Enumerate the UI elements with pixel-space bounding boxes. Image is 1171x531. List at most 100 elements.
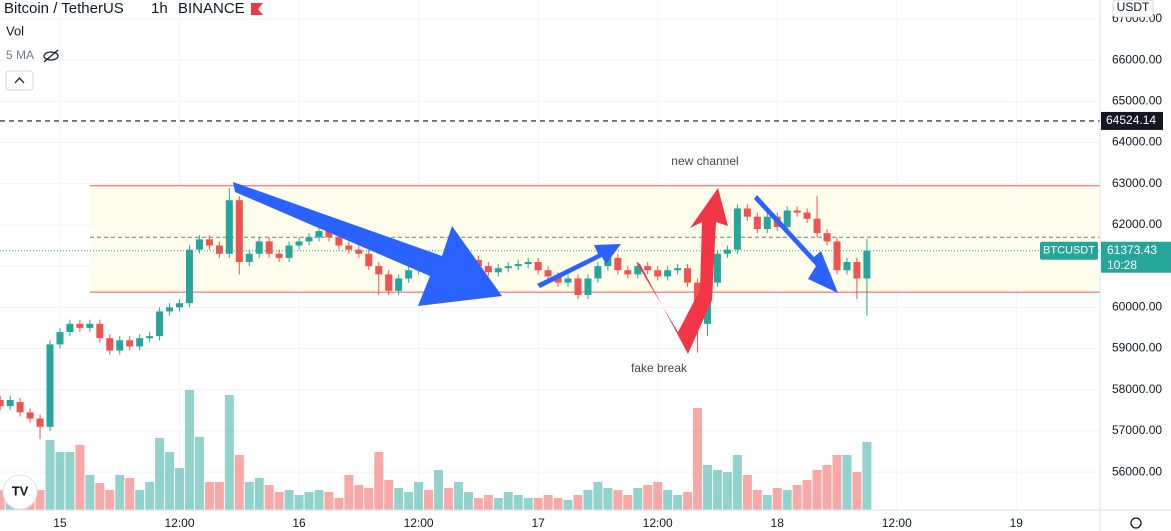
candle-body [763,216,771,230]
candle-body [843,262,851,271]
volume-bar [732,455,742,510]
line-layer: new channel fake break [0,120,1100,375]
x-tick-label: 12:00 [882,516,912,530]
candle-body [156,311,164,337]
volume-bar [643,485,653,510]
candle-body [733,208,741,250]
candle-body [66,323,74,333]
volume-bar [184,390,194,510]
x-tick-label: 16 [292,516,306,530]
volume-bar [214,482,224,510]
candle-body [315,231,323,238]
volume-bar [0,490,5,510]
volume-bar [145,482,155,510]
candle-body [574,278,582,295]
volume-bar [314,490,324,510]
volume-bar [165,452,175,510]
candle-body [504,266,512,269]
volume-bar [683,492,693,510]
candle-body [644,266,652,271]
volume-bar [653,482,663,510]
y-tick-label: 63000.00 [1112,176,1162,190]
candle-body [6,400,14,407]
volume-bar [533,498,543,510]
volume-bar [374,452,384,510]
volume-bar [264,485,274,510]
collapse-button[interactable] [5,70,34,91]
candle-body [56,332,64,345]
volume-bar [394,488,404,510]
candle-body [295,241,303,246]
candle-body [195,239,203,250]
candle-body [624,270,632,275]
x-tick-label: 15 [53,516,67,530]
annotation: fake break [631,361,688,375]
candle-body [86,323,94,328]
hide-icon[interactable] [43,49,59,63]
candle-body [554,276,562,283]
candle-body [255,241,263,254]
x-tick-label: 17 [531,516,545,530]
candle-body [405,270,413,279]
volume-bar [673,495,683,510]
volume-bar [742,475,752,510]
candle-body [524,262,532,265]
y-tick-label: 65000.00 [1112,94,1162,108]
y-tick-label: 56000.00 [1112,464,1162,478]
volume-bar [603,488,613,510]
candle-body [823,233,831,242]
volume-bar [35,490,45,510]
volume-bar [772,488,782,510]
volume-bar [663,490,673,510]
candle-body [753,216,761,230]
candle-body [723,249,731,254]
candle-body [335,237,343,246]
candle-body [76,323,84,328]
volume-bar [543,495,553,510]
volume-bar [95,483,105,510]
volume-bar [45,440,55,510]
candle-body [634,266,642,275]
countdown-label: 10:28 [1107,258,1137,272]
volume-bar [513,495,523,510]
candle-body [783,210,791,227]
volume-bar [105,490,115,510]
volume-title: Vol [6,23,24,38]
volume-bar [354,485,364,510]
volume-bar [125,478,135,510]
candle-body [325,231,333,238]
volume-bar [194,437,204,510]
volume-bar [414,482,424,510]
y-tick-label: 59000.00 [1112,341,1162,355]
exchange: BINANCE [178,0,245,17]
volume-bar [254,478,264,510]
candle-body [26,412,34,419]
volume-bar [752,490,762,510]
candle-body [36,418,44,427]
candle-body [225,200,233,254]
volume-bar [115,475,125,510]
candle-body [205,239,213,246]
volume-bar [75,445,85,510]
x-tick-label: 12:00 [643,516,673,530]
flag-icon[interactable] [251,3,263,15]
candle-body [853,262,861,279]
candle-body [185,249,193,304]
currency-box[interactable] [1112,0,1154,18]
settings-icon[interactable] [1130,517,1142,529]
volume-bar [324,492,334,510]
alert-label: 64524.14 [1106,113,1156,127]
blue-arrow [754,195,838,293]
candle-body [803,212,811,219]
candle-body [544,270,552,277]
volume-bar [404,492,414,510]
candle-body [395,278,403,291]
candle-body [743,208,751,217]
candle-body [863,250,871,279]
candle-body [96,323,104,339]
candle-body [674,268,682,271]
volume-bar [802,480,812,510]
volume-bar [483,495,493,510]
volume-bar [384,480,394,510]
candle-body [116,340,124,351]
